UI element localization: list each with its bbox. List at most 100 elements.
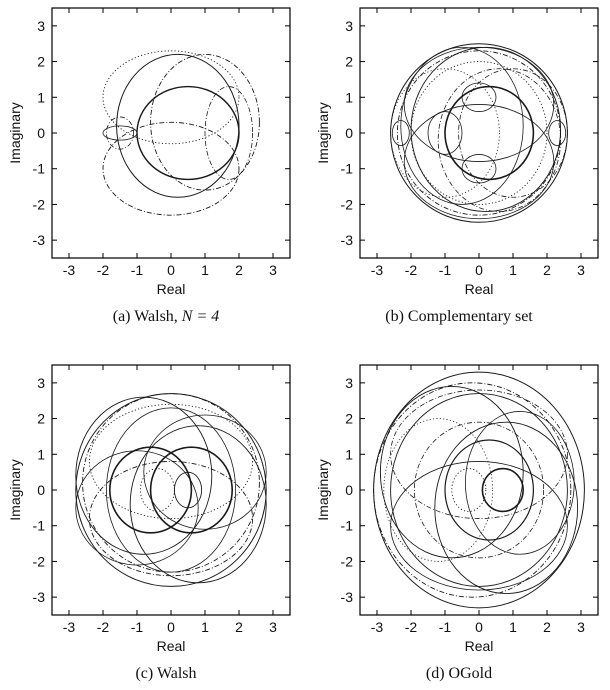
panel-d-curve — [451, 468, 487, 512]
panel-c-x-tick-label: 0 — [167, 619, 175, 635]
panel-c-frame — [51, 364, 291, 616]
panel-c-caption: (c) Walsh — [135, 665, 196, 682]
panel-b-x-tick-label: 1 — [509, 262, 517, 278]
panel-b-curve — [390, 43, 568, 223]
panel-b-y-tick-label: 2 — [345, 54, 353, 70]
panel-b-curve — [390, 68, 500, 198]
panel-b-curve — [400, 46, 524, 205]
panel-c-ticks: -3 -2 -1 0 1 2 3 -3 -2 -1 0 1 2 3 — [33, 365, 290, 635]
panel-b-ylabel: Imaginary — [315, 102, 331, 163]
panel-c-curves — [75, 393, 267, 587]
panel-c-xlabel: Real — [157, 638, 186, 654]
panel-a-y-tick-label: -3 — [33, 232, 46, 248]
panel-b-curve — [410, 46, 562, 213]
panel-b-curve — [444, 85, 535, 181]
panel-a-curve — [102, 50, 240, 145]
panel-b-xlabel: Real — [465, 281, 494, 297]
panel-c-curve — [75, 450, 199, 566]
panel-b-x-tick-label: -1 — [439, 262, 452, 278]
panel-b-curve — [461, 82, 497, 112]
panel-a-y-tick-label: 2 — [37, 54, 45, 70]
panel-d: -3 -2 -1 0 1 2 3 -3 -2 -1 0 1 2 3 Real Imaginary (d) … — [315, 364, 599, 682]
panel-c-x-tick-label: -1 — [131, 619, 144, 635]
panel-a-curves — [102, 50, 260, 216]
panel-d-x-tick-label: 2 — [543, 619, 551, 635]
panel-c-curve — [106, 407, 236, 573]
panel-b-curve — [458, 68, 568, 198]
panel-c-curve — [82, 393, 260, 573]
panel-b-y-tick-label: 1 — [345, 89, 353, 105]
panel-a-curve — [150, 53, 260, 191]
panel-d-curve — [464, 411, 575, 555]
panel-a-x-tick-label: -1 — [131, 262, 144, 278]
panel-d-curve — [390, 393, 568, 587]
panel-d-curves — [373, 371, 585, 609]
panel-a-frame — [51, 7, 291, 259]
panel-a-curve — [106, 116, 135, 150]
panel-b-curve — [461, 154, 497, 184]
panel-c-curve — [109, 446, 193, 534]
panel-a-x-tick-label: -3 — [63, 262, 76, 278]
panel-b-curve — [548, 120, 567, 146]
panel-c-curve — [149, 446, 233, 534]
panel-a-caption: (a) Walsh, N = 4 — [113, 308, 220, 325]
panel-d-x-tick-label: -2 — [405, 619, 418, 635]
panel-b-y-tick-label: 3 — [345, 18, 353, 34]
panel-a-curve — [204, 86, 253, 180]
panel-b-x-tick-label: -2 — [405, 262, 418, 278]
panel-a: -3 -2 -1 0 1 2 3 -3 -2 -1 0 1 2 3 Real Imaginary (a) … — [7, 7, 291, 325]
panel-d-y-tick-label: 2 — [345, 411, 353, 427]
panel-a-xlabel: Real — [157, 281, 186, 297]
panel-a-ylabel: Imaginary — [7, 102, 23, 163]
panel-a-curve — [102, 121, 240, 216]
panel-c-curve — [129, 425, 267, 584]
panel-a-curve — [102, 125, 138, 141]
panel-d-x-tick-label: 0 — [475, 619, 483, 635]
panel-d-curve — [481, 467, 524, 513]
panel-b-curve — [391, 120, 410, 146]
panel-a-y-tick-label: -1 — [33, 161, 46, 177]
panel-c-ylabel: Imaginary — [7, 459, 23, 520]
panel-c: -3 -2 -1 0 1 2 3 -3 -2 -1 0 1 2 3 Real Imaginary (c) … — [7, 364, 291, 682]
panel-c-curve — [75, 393, 267, 587]
panel-b-caption: (b) Complementary set — [385, 308, 533, 325]
panel-b-x-tick-label: 3 — [577, 262, 585, 278]
panel-d-ticks: -3 -2 -1 0 1 2 3 -3 -2 -1 0 1 2 3 — [341, 365, 598, 635]
panel-d-curve — [379, 385, 524, 559]
panel-b-y-tick-label: -2 — [341, 196, 354, 212]
panel-b-curve — [410, 61, 548, 205]
panel-c-curve — [139, 468, 175, 512]
panel-d-frame — [359, 364, 599, 616]
panel-a-y-tick-label: 3 — [37, 18, 45, 34]
panel-a-curve — [116, 53, 240, 198]
panel-b-curves — [390, 43, 568, 223]
panel-d-y-tick-label: 0 — [345, 482, 353, 498]
panel-b-curve — [437, 68, 561, 212]
panel-b-frame — [359, 7, 599, 259]
panel-b-x-tick-label: 2 — [543, 262, 551, 278]
panel-c-y-tick-label: 2 — [37, 411, 45, 427]
panel-c-y-tick-label: 3 — [37, 375, 45, 391]
panel-b-y-tick-label: -1 — [341, 161, 354, 177]
panel-c-curve — [88, 403, 254, 520]
panel-c-x-tick-label: 3 — [269, 619, 277, 635]
panel-d-curve — [413, 421, 544, 559]
panel-b-curve — [403, 46, 555, 162]
panel-d-xlabel: Real — [465, 638, 494, 654]
panel-a-y-tick-label: 1 — [37, 89, 45, 105]
panel-b-x-tick-label: 0 — [475, 262, 483, 278]
panel-a-x-tick-label: 3 — [269, 262, 277, 278]
panel-c-y-tick-label: -1 — [33, 518, 46, 534]
panel-b-curve — [403, 104, 555, 220]
panel-d-caption: (d) OGold — [426, 665, 492, 682]
panel-d-y-tick-label: 1 — [345, 446, 353, 462]
panel-c-x-tick-label: -2 — [97, 619, 110, 635]
panel-d-y-tick-label: -1 — [341, 518, 354, 534]
panel-a-x-tick-label: 2 — [235, 262, 243, 278]
panel-a-x-tick-label: 0 — [167, 262, 175, 278]
panel-c-y-tick-label: -2 — [33, 553, 46, 569]
panel-c-x-tick-label: 1 — [201, 619, 209, 635]
panel-c-y-tick-label: 0 — [37, 482, 45, 498]
panel-d-x-tick-label: -3 — [371, 619, 384, 635]
